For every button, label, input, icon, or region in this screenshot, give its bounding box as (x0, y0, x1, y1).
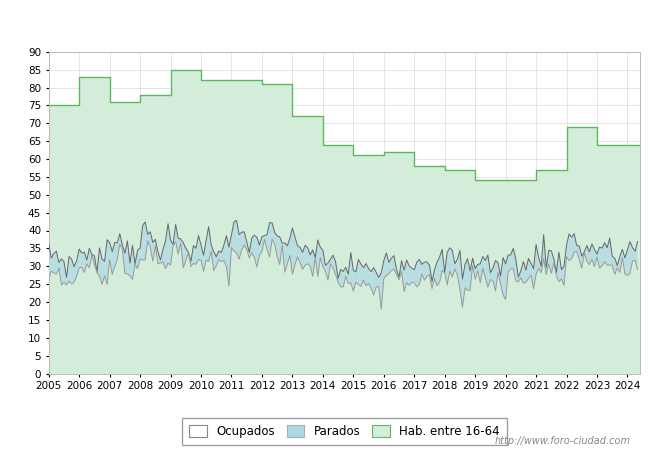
Text: http://www.foro-ciudad.com: http://www.foro-ciudad.com (495, 436, 630, 446)
Text: Bordón - Evolucion de la poblacion en edad de Trabajar Mayo de 2024: Bordón - Evolucion de la poblacion en ed… (51, 23, 599, 38)
Legend: Ocupados, Parados, Hab. entre 16-64: Ocupados, Parados, Hab. entre 16-64 (182, 418, 507, 445)
